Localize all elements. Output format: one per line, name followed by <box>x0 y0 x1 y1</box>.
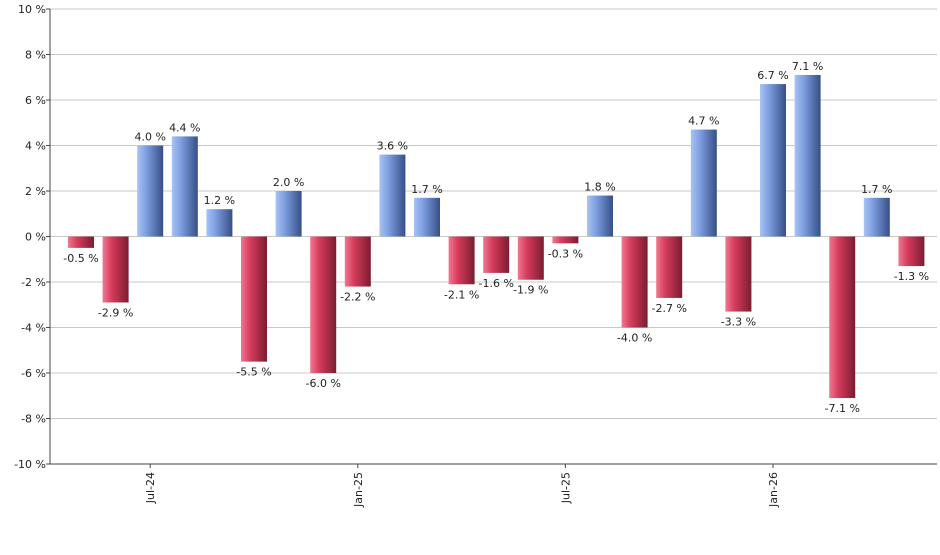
data-label: -1.3 % <box>894 270 929 283</box>
data-label: 3.6 % <box>377 140 408 153</box>
data-label: 1.7 % <box>861 183 892 196</box>
data-label: -1.9 % <box>513 284 548 297</box>
bar <box>137 145 164 237</box>
x-tick-label: Jul-25 <box>559 472 572 504</box>
bar <box>414 197 440 237</box>
y-tick-label: 6 % <box>25 94 46 107</box>
bar <box>379 154 406 237</box>
bar <box>275 191 302 237</box>
data-label: 1.7 % <box>411 183 442 196</box>
bar <box>517 236 544 280</box>
data-label: 4.7 % <box>688 115 719 128</box>
bar <box>552 236 579 244</box>
bar <box>448 236 475 285</box>
bar <box>829 236 856 399</box>
data-label: 4.4 % <box>169 121 200 134</box>
data-label: -6.0 % <box>305 377 340 390</box>
data-label: -2.1 % <box>444 288 479 301</box>
data-label: 7.1 % <box>792 60 823 73</box>
y-tick-label: -6 % <box>21 367 46 380</box>
data-label: -7.1 % <box>824 402 859 415</box>
bar <box>794 74 821 237</box>
data-label: -2.7 % <box>651 302 686 315</box>
bar <box>241 236 267 362</box>
bar <box>725 236 752 312</box>
data-label: 6.7 % <box>757 69 788 82</box>
x-tick-label: Jan-25 <box>352 472 365 508</box>
y-tick-label: 4 % <box>25 140 46 153</box>
y-tick-label: 10 % <box>18 3 46 16</box>
data-label: -2.9 % <box>98 306 133 319</box>
bar <box>310 236 337 373</box>
bar <box>690 129 717 237</box>
x-tick-label: Jan-26 <box>767 472 780 508</box>
data-label: 4.0 % <box>134 131 165 144</box>
axes: 10 % 8 % 6 % 4 % 2 % 0 % -2 % -4 % -6 % -8 % -10 %… <box>14 3 937 508</box>
bar <box>760 84 786 237</box>
y-tick-label: -10 % <box>14 458 46 471</box>
bar <box>656 236 683 298</box>
data-labels: -0.5 % -2.9 % 4.0 % 4.4 % 1.2 % -5.5 % 2.0 % -6… <box>63 60 929 415</box>
data-label: 1.8 % <box>584 181 615 194</box>
data-label: -3.3 % <box>721 316 756 329</box>
y-tick-label: 2 % <box>25 185 46 198</box>
bar <box>171 136 198 237</box>
bar <box>621 236 648 328</box>
bar <box>587 195 613 237</box>
data-label: 1.2 % <box>204 194 235 207</box>
data-label: -0.5 % <box>63 252 98 265</box>
bar <box>344 236 371 287</box>
x-tick-label: Jul-24 <box>144 472 157 504</box>
data-label: 2.0 % <box>273 176 304 189</box>
y-tick-label: -2 % <box>21 276 46 289</box>
bar <box>68 236 94 248</box>
bar <box>206 209 233 237</box>
data-label: -2.2 % <box>340 291 375 304</box>
data-label: -0.3 % <box>548 247 583 260</box>
bar <box>102 236 129 303</box>
data-label: -4.0 % <box>617 332 652 345</box>
bar <box>863 197 890 237</box>
data-label: -1.6 % <box>478 277 513 290</box>
y-tick-label: 8 % <box>25 49 46 62</box>
y-tick-label: -8 % <box>21 413 46 426</box>
bars <box>68 74 925 399</box>
data-label: -5.5 % <box>236 366 271 379</box>
bar <box>898 236 925 267</box>
y-tick-label: -4 % <box>21 322 46 335</box>
bar <box>483 236 510 273</box>
y-tick-label: 0 % <box>25 231 46 244</box>
